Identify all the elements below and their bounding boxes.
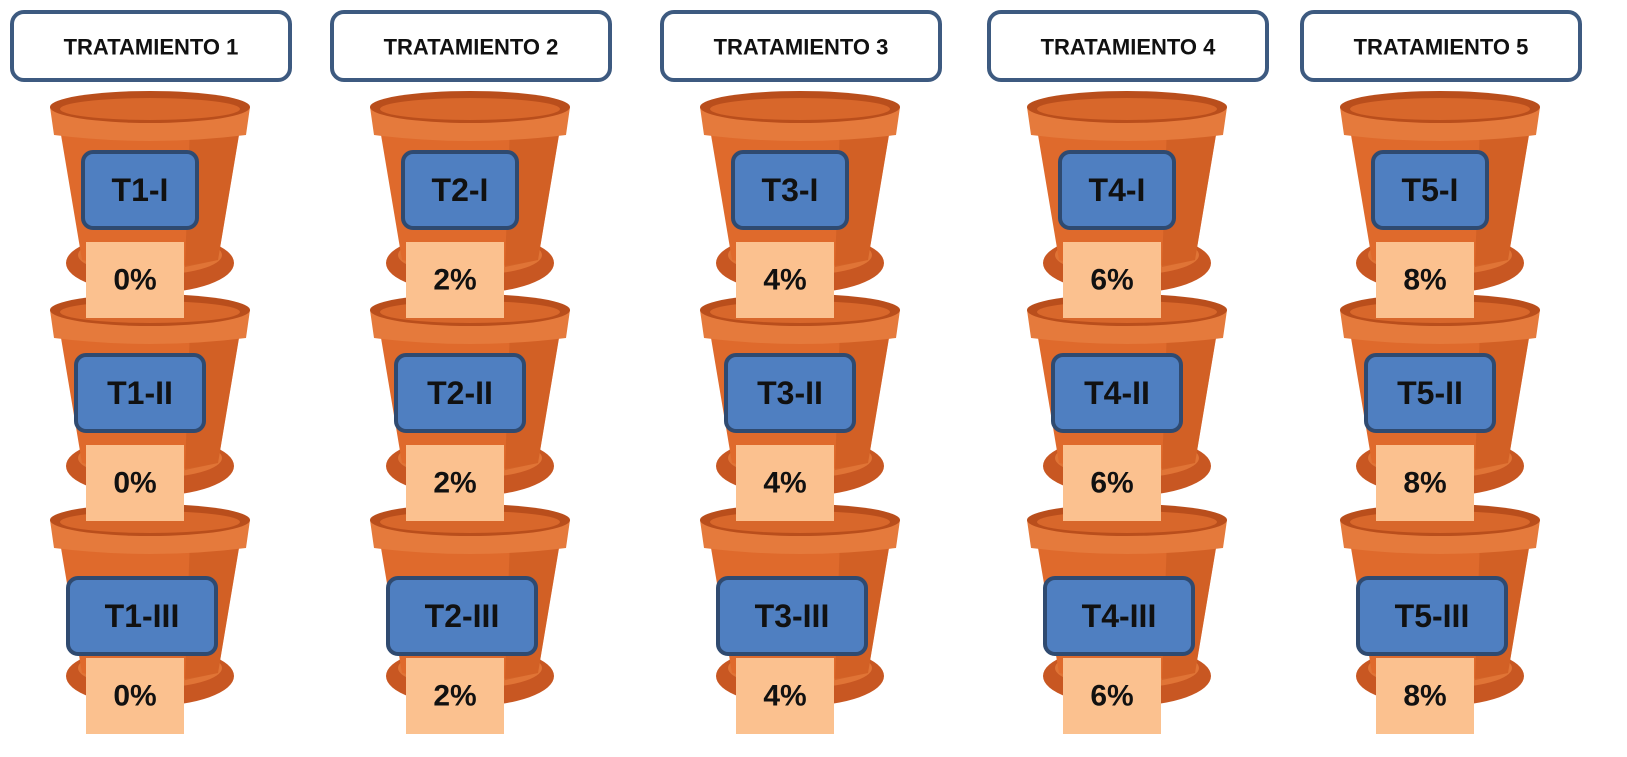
pot-shade: [185, 117, 242, 267]
pot-label: T1-III: [105, 598, 180, 634]
pot-label-box: [401, 150, 519, 230]
header-box: [1300, 10, 1582, 82]
dose-box: [86, 658, 184, 734]
dose-box: [406, 658, 504, 734]
dose-box: [86, 242, 184, 318]
pot-label-box: [1356, 576, 1508, 656]
dose-label: 4%: [763, 467, 806, 500]
pot-label-box: [386, 576, 538, 656]
header-title: TRATAMIENTO 4: [1041, 35, 1217, 60]
pot-label: T5-II: [1397, 375, 1463, 411]
pot-shade: [505, 117, 562, 267]
pot-shade: [1475, 117, 1532, 267]
pot-label-box: [1371, 150, 1489, 230]
pot-shade: [1162, 117, 1219, 267]
header-title: TRATAMIENTO 2: [384, 35, 559, 60]
dose-box: [406, 242, 504, 318]
header-title: TRATAMIENTO 1: [64, 35, 239, 60]
pot-label-box: [394, 353, 526, 433]
pot-label-box: [724, 353, 856, 433]
dose-label: 0%: [113, 680, 156, 713]
dose-box: [1063, 658, 1161, 734]
pot-label: T2-III: [425, 598, 500, 634]
pot-label: T5-III: [1395, 598, 1470, 634]
pot-label: T4-III: [1082, 598, 1157, 634]
dose-box: [1063, 445, 1161, 521]
pot-opening: [1350, 98, 1530, 120]
pot-label: T3-II: [757, 375, 823, 411]
pot-label-box: [74, 353, 206, 433]
pot-label: T2-II: [427, 375, 493, 411]
dose-box: [86, 445, 184, 521]
pot-opening: [1037, 98, 1217, 120]
pot-opening: [60, 98, 240, 120]
dose-label: 6%: [1090, 680, 1133, 713]
dose-label: 2%: [433, 467, 476, 500]
pot-opening: [380, 98, 560, 120]
dose-box: [406, 445, 504, 521]
dose-box: [736, 658, 834, 734]
header-box: [987, 10, 1269, 82]
dose-label: 8%: [1403, 264, 1446, 297]
pot-label: T4-II: [1084, 375, 1150, 411]
dose-box: [1376, 445, 1474, 521]
dose-box: [1063, 242, 1161, 318]
header-title: TRATAMIENTO 5: [1354, 35, 1529, 60]
pot-label: T2-I: [432, 172, 489, 208]
pot-shade: [835, 117, 892, 267]
pot-label: T4-I: [1089, 172, 1146, 208]
pot-label: T1-I: [112, 172, 169, 208]
pot-label: T5-I: [1402, 172, 1459, 208]
pot-label-box: [1043, 576, 1195, 656]
dose-box: [736, 445, 834, 521]
dose-label: 8%: [1403, 467, 1446, 500]
pot-label-box: [731, 150, 849, 230]
header-title: TRATAMIENTO 3: [714, 35, 889, 60]
pot-label: T3-III: [755, 598, 830, 634]
dose-label: 4%: [763, 680, 806, 713]
dose-box: [1376, 242, 1474, 318]
dose-label: 0%: [113, 264, 156, 297]
dose-label: 2%: [433, 264, 476, 297]
dose-label: 2%: [433, 680, 476, 713]
pot-label-box: [1051, 353, 1183, 433]
pot-label-box: [66, 576, 218, 656]
dose-box: [1376, 658, 1474, 734]
dose-label: 0%: [113, 467, 156, 500]
pot-label-box: [1058, 150, 1176, 230]
dose-label: 6%: [1090, 467, 1133, 500]
dose-label: 8%: [1403, 680, 1446, 713]
pot-label: T1-II: [107, 375, 173, 411]
header-box: [330, 10, 612, 82]
pot-label-box: [716, 576, 868, 656]
header-box: [660, 10, 942, 82]
pot-opening: [710, 98, 890, 120]
header-box: [10, 10, 292, 82]
pot-label-box: [81, 150, 199, 230]
pot-label-box: [1364, 353, 1496, 433]
dose-label: 6%: [1090, 264, 1133, 297]
dose-box: [736, 242, 834, 318]
pot-label: T3-I: [762, 172, 819, 208]
dose-label: 4%: [763, 264, 806, 297]
